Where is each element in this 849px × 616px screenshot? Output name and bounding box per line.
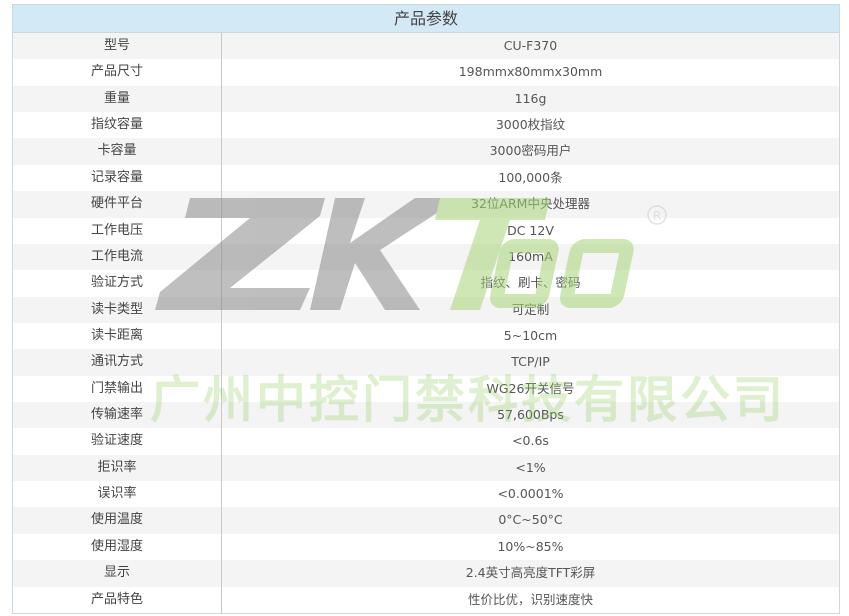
spec-value: 指纹、刷卡、密码 (480, 275, 581, 291)
table-row: 拒识率 <1% (13, 454, 839, 482)
spec-value: 160mA (508, 248, 553, 264)
spec-value: WG26开关信号 (486, 380, 575, 396)
spec-value: 32位ARM中央处理器 (471, 196, 590, 212)
table-row: 使用湿度 10%~85% (13, 533, 839, 561)
spec-value: <0.0001% (497, 486, 564, 502)
spec-value: 100,000条 (498, 169, 563, 185)
spec-label: 门禁输出 (13, 375, 222, 403)
table-row: 重量 116g (13, 85, 839, 113)
spec-label: 读卡距离 (13, 322, 222, 350)
spec-label: 型号 (13, 33, 222, 60)
spec-value: 0°C~50°C (498, 512, 563, 528)
table-row: 通讯方式 TCP/IP (13, 349, 839, 376)
table-row: 记录容量 100,000条 (13, 164, 839, 192)
spec-label: 显示 (13, 560, 222, 587)
spec-label: 工作电压 (13, 217, 222, 244)
table-row: 产品特色 性价比优，识别速度快 (13, 586, 839, 613)
table-row: 型号 CU-F370 (13, 33, 839, 60)
spec-label: 记录容量 (13, 164, 222, 192)
table-row: 验证方式 指纹、刷卡、密码 (13, 270, 839, 297)
spec-value: 10%~85% (497, 538, 564, 554)
spec-value: 2.4英寸高亮度TFT彩屏 (465, 565, 596, 581)
spec-value: 可定制 (511, 301, 550, 317)
table-row: 工作电流 160mA (13, 243, 839, 271)
table-row: 传输速率 57,600Bps (13, 402, 839, 429)
table-row: 读卡类型 可定制 (13, 296, 839, 323)
spec-value: 198mmx80mmx30mm (458, 64, 603, 80)
spec-label: 通讯方式 (13, 349, 222, 376)
spec-value: <0.6s (512, 433, 549, 449)
table-row: 工作电压 DC 12V (13, 217, 839, 244)
spec-value: 性价比优，识别速度快 (467, 591, 593, 607)
spec-label: 使用温度 (13, 507, 222, 534)
table-row: 硬件平台 32位ARM中央处理器 (13, 191, 839, 218)
spec-label: 拒识率 (13, 454, 222, 482)
table-row: 验证速度 <0.6s (13, 428, 839, 455)
spec-value: TCP/IP (511, 354, 550, 370)
spec-label: 工作电流 (13, 243, 222, 271)
table-row: 产品尺寸 198mmx80mmx30mm (13, 59, 839, 86)
spec-value: 116g (514, 90, 547, 106)
product-spec-table: 产品参数 型号 CU-F370 产品尺寸 198mmx80mmx30mm 重量 116g 指… (12, 4, 840, 614)
spec-label: 读卡类型 (13, 296, 222, 323)
spec-label: 卡容量 (13, 138, 222, 165)
spec-label: 验证方式 (13, 270, 222, 297)
spec-label: 指纹容量 (13, 112, 222, 139)
spec-value: CU-F370 (503, 38, 558, 53)
spec-value: 57,600Bps (497, 407, 564, 423)
spec-label: 验证速度 (13, 428, 222, 455)
spec-label: 重量 (13, 85, 222, 113)
spec-label: 误识率 (13, 481, 222, 508)
spec-label: 产品特色 (13, 586, 222, 613)
spec-value: 5~10cm (503, 327, 558, 343)
spec-value: DC 12V (507, 222, 554, 238)
table-row: 使用温度 0°C~50°C (13, 507, 839, 534)
table-body: 型号 CU-F370 产品尺寸 198mmx80mmx30mm 重量 116g 指纹容量 30… (13, 33, 839, 613)
spec-label: 传输速率 (13, 402, 222, 429)
table-title: 产品参数 (13, 5, 839, 33)
table-row: 指纹容量 3000枚指纹 (13, 112, 839, 139)
spec-label: 使用湿度 (13, 533, 222, 561)
spec-label: 产品尺寸 (13, 59, 222, 86)
table-row: 读卡距离 5~10cm (13, 322, 839, 350)
spec-value: <1% (515, 459, 546, 475)
spec-label: 硬件平台 (13, 191, 222, 218)
table-row: 门禁输出 WG26开关信号 (13, 375, 839, 403)
spec-value: 3000枚指纹 (495, 117, 566, 133)
spec-value: 3000密码用户 (489, 143, 572, 159)
table-row: 显示 2.4英寸高亮度TFT彩屏 (13, 560, 839, 587)
table-row: 卡容量 3000密码用户 (13, 138, 839, 165)
table-row: 误识率 <0.0001% (13, 481, 839, 508)
